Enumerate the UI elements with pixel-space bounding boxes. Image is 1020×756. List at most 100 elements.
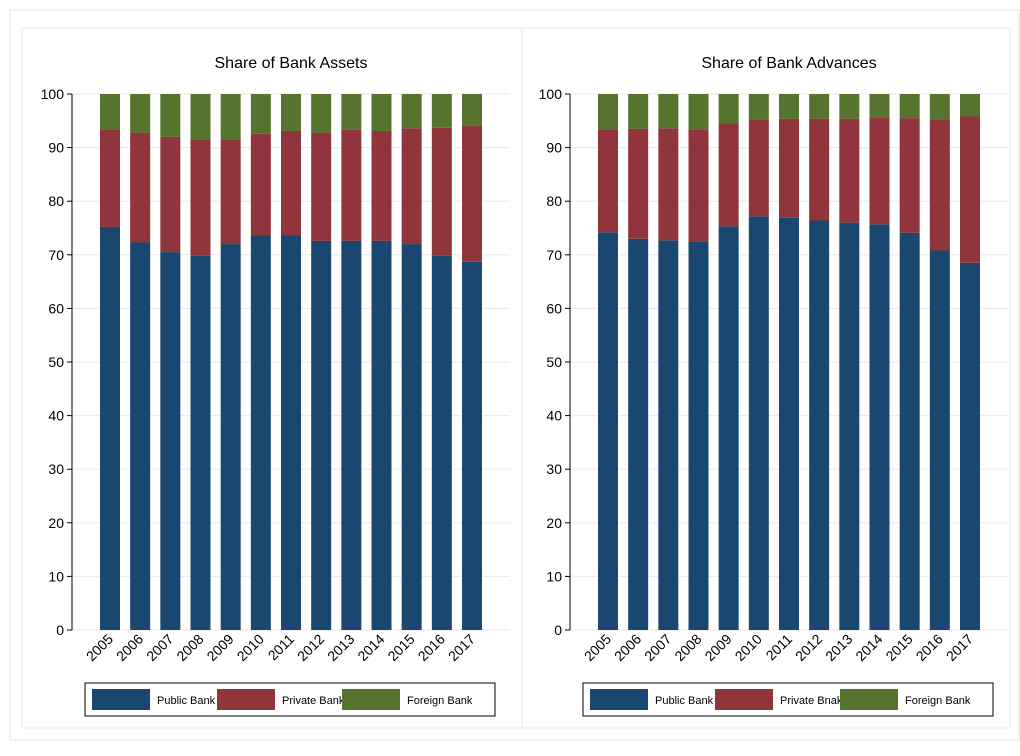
bar: [839, 222, 860, 630]
bar: [371, 240, 392, 630]
bar: [311, 132, 332, 241]
bar: [899, 118, 920, 233]
bar: [431, 94, 452, 128]
bar: [929, 119, 950, 251]
y-tick-label: 50: [48, 354, 64, 370]
bar: [869, 94, 890, 118]
bar: [779, 118, 799, 218]
bar: [250, 133, 271, 236]
bar: [809, 94, 830, 119]
legend-label: Foreign Bank: [407, 695, 473, 707]
bar: [462, 125, 482, 262]
bar: [748, 94, 769, 120]
y-tick-label: 40: [546, 408, 562, 424]
bar: [341, 240, 362, 630]
legend-label: Foreign Bank: [905, 695, 971, 707]
bar: [462, 261, 482, 630]
bar: [598, 129, 618, 233]
bar: [839, 94, 860, 119]
bar: [160, 136, 181, 253]
bar: [401, 94, 422, 129]
bar: [281, 235, 301, 630]
bar: [688, 94, 709, 130]
bar: [190, 255, 211, 630]
y-tick-label: 60: [48, 300, 64, 316]
bar: [718, 94, 739, 124]
bar: [809, 118, 830, 221]
bar: [311, 240, 332, 630]
y-tick-label: 70: [546, 247, 562, 263]
bar: [100, 226, 120, 631]
y-tick-label: 90: [48, 140, 64, 156]
legend-swatch: [342, 689, 400, 710]
legend-label: Private Bank: [282, 695, 345, 707]
y-tick-label: 40: [48, 408, 64, 424]
chart-title: Share of Bank Assets: [215, 55, 368, 72]
bar: [311, 94, 332, 133]
bar: [688, 241, 709, 630]
legend-label: Public Bank: [157, 695, 216, 707]
bar: [929, 94, 950, 120]
bar: [869, 224, 890, 631]
bar: [431, 255, 452, 630]
y-tick-label: 90: [546, 140, 562, 156]
bar: [220, 244, 241, 630]
bar: [628, 238, 649, 630]
bar: [130, 132, 151, 243]
y-tick-label: 0: [554, 622, 562, 638]
bar: [869, 117, 890, 225]
bar: [130, 242, 151, 631]
chart-title: Share of Bank Advances: [701, 55, 876, 72]
bar: [929, 250, 950, 630]
legend-swatch: [840, 689, 898, 710]
y-tick-label: 80: [48, 193, 64, 209]
y-tick-label: 20: [546, 515, 562, 531]
y-tick-label: 20: [48, 515, 64, 531]
bar: [779, 217, 799, 631]
legend-swatch: [92, 689, 150, 710]
bar: [341, 94, 362, 130]
y-tick-label: 10: [546, 568, 562, 584]
bar: [960, 116, 980, 263]
y-tick-label: 30: [48, 461, 64, 477]
legend-swatch: [715, 689, 773, 710]
bar: [960, 94, 980, 117]
bar: [839, 118, 860, 223]
bar: [748, 216, 769, 630]
bar: [371, 94, 392, 131]
bar: [250, 94, 271, 134]
bar: [130, 94, 151, 133]
bar: [431, 127, 452, 256]
legend-box: [84, 682, 496, 717]
y-tick-label: 60: [546, 300, 562, 316]
y-tick-label: 100: [539, 86, 563, 102]
bar: [250, 235, 271, 630]
bar: [688, 129, 709, 242]
bar: [462, 94, 482, 126]
bar: [220, 94, 241, 140]
bar: [100, 129, 120, 227]
bar: [401, 128, 422, 245]
bar: [220, 139, 241, 245]
y-tick-label: 100: [41, 86, 65, 102]
legend-label: Public Bank: [655, 695, 714, 707]
bar: [160, 94, 181, 137]
bar: [281, 130, 301, 236]
y-tick-label: 30: [546, 461, 562, 477]
bar: [190, 94, 211, 140]
legend-label: Private Bnak: [780, 695, 843, 707]
y-tick-label: 70: [48, 247, 64, 263]
bar: [281, 94, 301, 131]
bar: [160, 252, 181, 630]
bar: [100, 94, 120, 130]
bar: [718, 123, 739, 227]
bar: [628, 94, 649, 129]
y-tick-label: 10: [48, 568, 64, 584]
bar: [190, 139, 211, 256]
legend-swatch: [217, 689, 275, 710]
bar: [371, 130, 392, 241]
bar: [658, 94, 679, 129]
bar: [598, 232, 618, 630]
bar: [899, 94, 920, 119]
